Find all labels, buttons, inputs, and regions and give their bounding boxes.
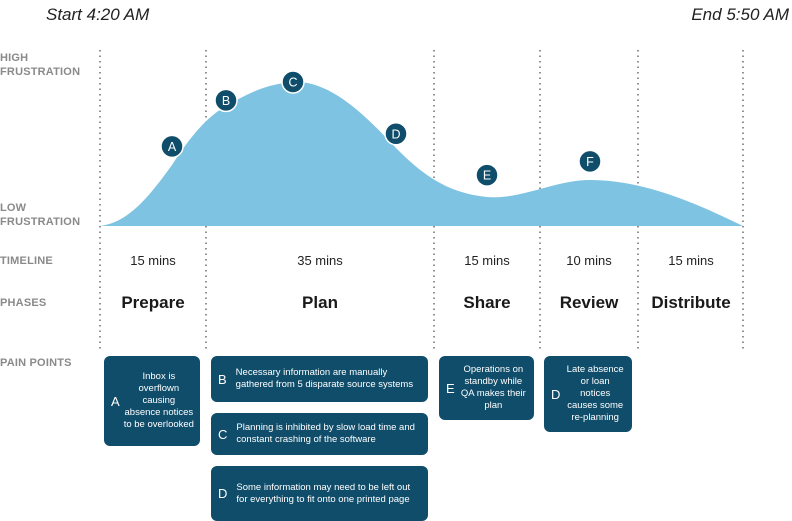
timeline-duration: 15 mins [130, 253, 176, 268]
pain-point-text: Operations on standby while QA makes the… [460, 364, 526, 411]
marker-letter: E [483, 169, 491, 183]
curve-marker-a: A [160, 134, 184, 159]
pain-point-text: Necessary information are manually gathe… [235, 367, 414, 390]
high-frustration-text: HIGH FRUSTRATION [0, 52, 81, 78]
timeline-duration: 35 mins [297, 253, 343, 268]
high-frustration-label: HIGH FRUSTRATION [0, 51, 80, 79]
phase-name: Review [559, 293, 619, 312]
curve-marker-f: F [578, 149, 602, 174]
marker-circle [475, 163, 499, 187]
curve-marker-b: B [214, 88, 238, 113]
marker-circle [281, 70, 305, 94]
marker-circle [160, 134, 184, 159]
pain-point-letter: B [218, 371, 227, 387]
pain-points-row-label: PAIN POINTS [0, 357, 72, 369]
curve-markers: A B C D E F [160, 70, 602, 187]
phase-name: Share [463, 293, 511, 312]
pain-point-letter: D [551, 386, 561, 402]
low-frustration-label: LOW FRUSTRATION [0, 201, 80, 229]
pain-point-letter: D [218, 486, 228, 501]
pain-point-letter: A [111, 393, 120, 409]
marker-circle [578, 149, 602, 174]
marker-letter: F [586, 155, 594, 169]
marker-letter: C [288, 76, 297, 90]
pain-point-card: B Necessary information are manually gath… [211, 356, 428, 402]
phases-row-label: PHASES [0, 297, 47, 309]
phase-name: Plan [302, 293, 338, 312]
start-time: Start 4:20 AM [46, 5, 150, 24]
pain-point-card: C Planning is inhibited by slow load time… [211, 413, 428, 455]
pain-point-text: Late absence or loan notices causes some… [566, 364, 624, 423]
low-frustration-text: LOW FRUSTRATION [0, 202, 81, 228]
pain-point-card: D Late absence or loan notices causes som… [544, 356, 632, 432]
timeline-duration: 10 mins [566, 253, 612, 268]
end-time: End 5:50 AM [691, 5, 789, 24]
pain-point-card: E Operations on standby while QA makes th… [439, 356, 534, 420]
pain-point-card: A Inbox is overflown causing absence noti… [104, 356, 200, 446]
marker-letter: B [222, 94, 230, 108]
curve-marker-e: E [475, 163, 499, 187]
timeline-row-label: TIMELINE [0, 255, 53, 267]
pain-point-letter: E [446, 380, 455, 396]
frustration-curve-area [100, 81, 743, 227]
marker-letter: D [391, 127, 400, 141]
marker-circle [384, 122, 408, 146]
curve-marker-c: C [281, 70, 305, 94]
pain-point-text: Inbox is overflown causing absence notic… [123, 371, 194, 430]
phase-name: Distribute [651, 293, 731, 312]
pain-point-card: D Some information may need to be left ou… [211, 466, 428, 521]
marker-circle [214, 88, 238, 113]
timeline-duration: 15 mins [464, 253, 510, 268]
timeline-duration: 15 mins [668, 253, 714, 268]
phase-name: Prepare [121, 293, 185, 312]
marker-letter: A [168, 140, 177, 154]
pain-point-letter: C [218, 426, 228, 442]
pain-point-text: Some information may need to be left out… [236, 481, 411, 505]
pain-point-text: Planning is inhibited by slow load time … [236, 422, 415, 445]
curve-marker-d: D [384, 122, 408, 146]
